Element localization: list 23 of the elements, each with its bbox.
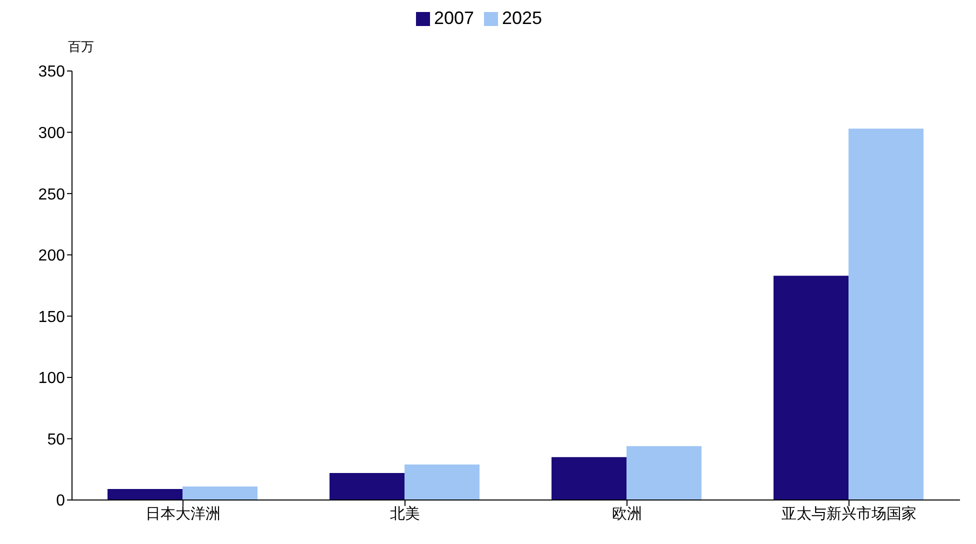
x-tick-label: 亚太与新兴市场国家 xyxy=(782,504,916,523)
legend-label: 2007 xyxy=(434,8,474,28)
y-tick-label: 0 xyxy=(56,492,66,510)
bar xyxy=(552,457,627,500)
y-tick-label: 50 xyxy=(47,431,66,448)
bar xyxy=(330,473,405,500)
x-tick-label: 北美 xyxy=(390,504,420,523)
y-tick-label: 100 xyxy=(38,370,66,388)
y-axis-title: 百万 xyxy=(68,39,94,56)
bar xyxy=(626,446,702,500)
x-tick-label: 日本大洋洲 xyxy=(146,504,220,523)
bar xyxy=(404,464,480,500)
bar xyxy=(848,128,924,500)
y-tick-label: 250 xyxy=(38,186,66,204)
bar xyxy=(182,486,258,500)
bar xyxy=(774,276,849,500)
legend-label: 2025 xyxy=(502,8,542,28)
y-tick-label: 350 xyxy=(38,64,66,81)
y-tick-label: 150 xyxy=(38,308,66,326)
bar xyxy=(108,488,183,500)
x-tick-label: 欧洲 xyxy=(612,504,642,523)
y-tick-label: 300 xyxy=(38,124,66,142)
y-tick-label: 200 xyxy=(38,248,66,265)
